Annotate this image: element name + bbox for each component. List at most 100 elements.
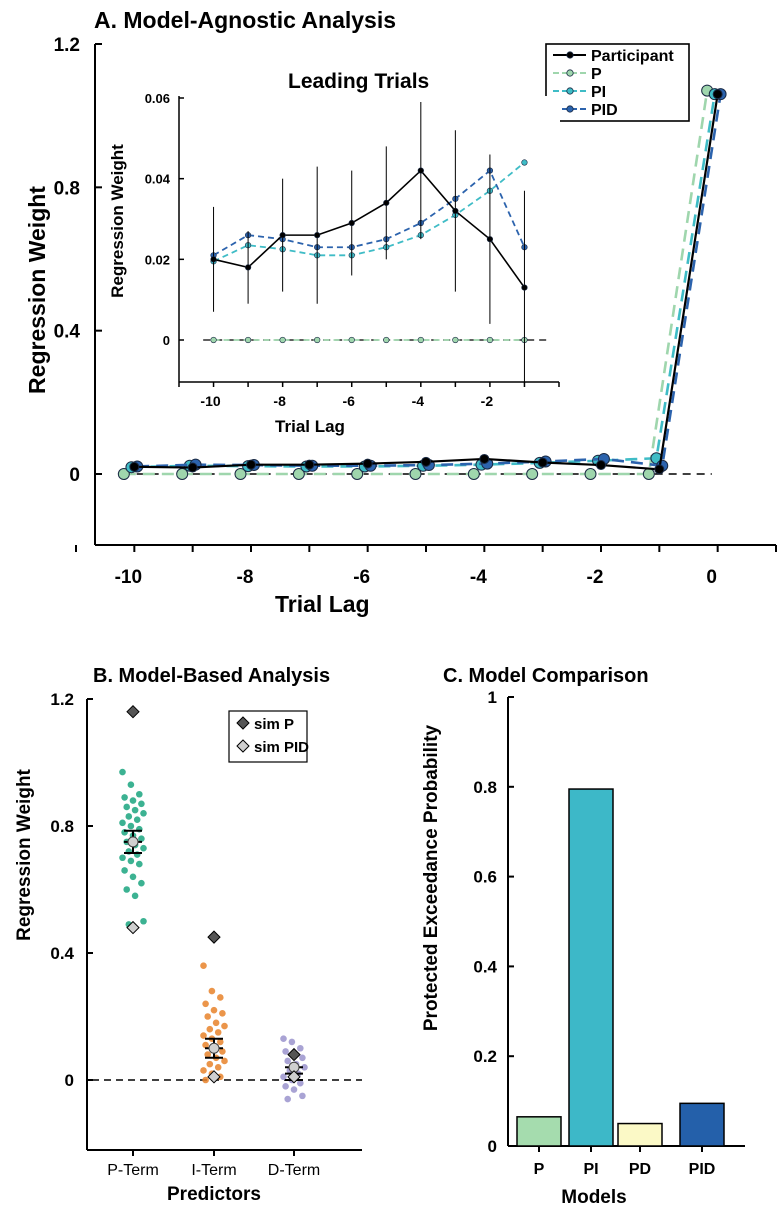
b-subject-point: [206, 1025, 214, 1033]
b-subject-point: [140, 810, 147, 817]
inset-series-line-participant: [213, 169, 526, 289]
b-ytick-label: 0.8: [50, 817, 74, 836]
b-subject-point: [121, 867, 128, 874]
b-subject-point: [212, 1019, 220, 1027]
a-point-participant: [187, 462, 198, 473]
a-xtick-label: 0: [706, 567, 717, 588]
c-ytick-label: 1: [488, 688, 497, 707]
b-sim-pid-diamond: [287, 1070, 301, 1084]
b-xtick-label: I-Term: [191, 1162, 236, 1179]
inset-series-line-pid: [213, 169, 526, 257]
a-point-participant: [129, 461, 140, 472]
c-ytick-label: 0.6: [473, 868, 497, 887]
a-point-participant: [596, 460, 606, 471]
b-subject-point: [221, 1022, 228, 1030]
b-subject-point: [297, 1044, 304, 1052]
inset-ytick-label: 0.06: [145, 91, 170, 106]
inset-series-line-pi: [213, 161, 526, 263]
sim-p-marker-icon: [236, 716, 250, 730]
b-subject-point: [210, 1006, 218, 1014]
a-point-p: [642, 468, 655, 480]
b-sim-p-diamond: [207, 930, 221, 944]
b-subject-point: [138, 879, 145, 887]
c-xtick-label: PD: [629, 1161, 651, 1178]
b-subject-point: [206, 1060, 214, 1068]
b-subject-point: [127, 857, 135, 865]
b-subject-point: [202, 1076, 209, 1084]
a-point-participant: [537, 457, 548, 468]
b-subject-point: [119, 768, 126, 776]
c-bar-p: [516, 1116, 562, 1147]
b-subject-point: [214, 1029, 222, 1036]
a-point-participant: [246, 459, 256, 470]
inset-xtick-label: -10: [200, 393, 220, 409]
inset-point-participant: [452, 207, 459, 215]
b-subject-point: [127, 781, 135, 789]
b-subject-point: [136, 860, 143, 868]
a-ytick-label: 1.2: [54, 35, 80, 56]
inset-point-participant: [486, 236, 494, 243]
inset-point-participant: [417, 167, 424, 174]
legend-marker-pi: [566, 87, 574, 95]
a-point-p: [234, 468, 247, 480]
inset-point-participant: [348, 219, 355, 227]
panel-c-xlabel: Models: [561, 1187, 626, 1208]
b-subject-point: [200, 1067, 207, 1074]
b-subject-point: [123, 886, 130, 893]
panel-c-model-comparison: C. Model Comparison 0 0.2 0.4 0.6 0.8 1 P PI PD P…: [421, 665, 745, 1208]
panel-b-legend: sim P sim PID: [228, 710, 309, 763]
a-point-participant: [479, 453, 490, 464]
a-point-p: [117, 468, 130, 480]
b-sim-p-diamond: [287, 1047, 301, 1062]
c-xtick-label: PI: [583, 1161, 598, 1178]
b-subject-point: [204, 1013, 211, 1020]
b-subject-point: [284, 1057, 292, 1065]
b-subject-point: [219, 1010, 226, 1017]
inset-point-p: [210, 336, 217, 344]
b-subject-point: [217, 994, 224, 1001]
legend-marker-pid: [566, 105, 574, 113]
b-subject-point: [125, 813, 133, 820]
a-point-participant: [654, 464, 665, 475]
a-point-participant: [362, 458, 373, 469]
a-xtick-label: -10: [115, 567, 142, 588]
b-subject-point: [140, 917, 147, 925]
b-subject-point: [219, 1048, 226, 1055]
b-subject-point: [217, 1038, 224, 1046]
b-sim-pid-diamond: [126, 920, 140, 935]
b-subject-point: [127, 822, 135, 830]
a-point-p: [292, 468, 305, 480]
inset-point-p: [383, 336, 390, 344]
inset-xtick-label: -4: [412, 393, 425, 409]
b-ytick-label: 1.2: [50, 690, 74, 709]
b-subject-point: [214, 1064, 222, 1071]
b-subject-point: [133, 816, 141, 823]
inset-xlabel: Trial Lag: [275, 417, 345, 436]
b-subject-point: [288, 1038, 296, 1046]
b-subject-point: [202, 1000, 209, 1008]
b-ytick-label: 0: [65, 1071, 74, 1090]
legend-marker-participant: [566, 51, 574, 59]
inset-point-participant: [279, 232, 286, 239]
a-point-participant: [421, 456, 431, 467]
c-xtick-label: PID: [689, 1161, 716, 1178]
inset-point-participant: [383, 199, 390, 206]
b-subject-point: [200, 1032, 207, 1039]
panel-b-model-based: B. Model-Based Analysis 0 0.4 0.8 1.2 P-Term…: [14, 665, 362, 1205]
b-xtick-label: P-Term: [107, 1162, 159, 1179]
a-ytick-label: 0.8: [54, 178, 80, 199]
legend-marker-p: [566, 69, 574, 77]
c-ytick-label: 0.2: [473, 1047, 497, 1066]
inset-point-p: [452, 336, 459, 344]
inset-point-p: [244, 336, 252, 344]
c-ytick-label: 0.4: [473, 957, 497, 976]
b-subject-point: [290, 1086, 298, 1093]
panel-a-title: A. Model-Agnostic Analysis: [94, 7, 396, 33]
b-subject-point: [123, 803, 130, 811]
a-xtick-label: -2: [587, 567, 604, 588]
inset-point-participant: [210, 256, 217, 263]
b-subject-point: [119, 819, 126, 827]
b-subject-point: [221, 1057, 228, 1065]
panel-a-ylabel: Regression Weight: [24, 186, 50, 394]
